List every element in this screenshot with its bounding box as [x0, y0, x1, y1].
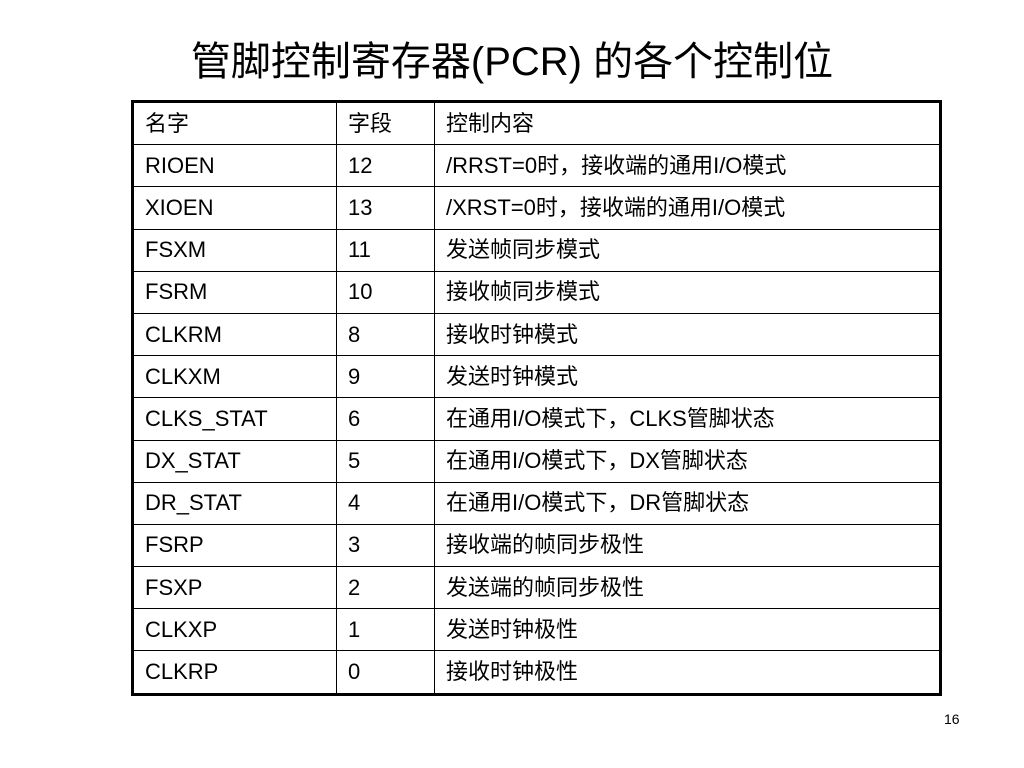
- description-cell: /RRST=0时，接收端的通用I/O模式: [434, 144, 941, 188]
- table-row: RIOEN 12/RRST=0时，接收端的通用I/O模式: [132, 144, 941, 188]
- name-cell: CLKXP: [132, 608, 337, 652]
- slide-title: 管脚控制寄存器(PCR) 的各个控制位: [190, 40, 834, 84]
- field-cell: 0: [336, 650, 435, 695]
- table-row: FSRM 10 接收帧同步模式: [132, 270, 941, 314]
- description-cell: 发送时钟极性: [434, 608, 941, 652]
- table-row: CLKS_STAT 6 在通用I/O模式下，CLKS管脚状态: [132, 397, 941, 441]
- field-cell: 8: [336, 312, 435, 357]
- table-row: CLKRP 0 接收时钟极性: [132, 650, 941, 695]
- name-cell: CLKXM: [132, 355, 337, 399]
- description-cell: 控制内容: [434, 100, 941, 146]
- field-cell: 5: [336, 439, 435, 483]
- field-cell: 1: [336, 608, 435, 652]
- description-cell: 发送端的帧同步极性: [434, 566, 941, 610]
- table-header-row: 名字 字段 控制内容: [132, 100, 941, 146]
- description-cell: 在通用I/O模式下，CLKS管脚状态: [434, 397, 941, 441]
- field-cell: 12: [336, 144, 435, 188]
- field-cell: 10: [336, 270, 435, 314]
- name-cell: DR_STAT: [132, 481, 337, 525]
- name-cell: CLKRP: [132, 650, 337, 695]
- name-cell: FSRP: [132, 523, 337, 568]
- description-cell: 接收时钟模式: [434, 312, 941, 357]
- table-row: CLKRM 8 接收时钟模式: [132, 312, 941, 357]
- table-row: FSXM 11 发送帧同步模式: [132, 228, 941, 272]
- description-cell: 接收帧同步模式: [434, 270, 941, 314]
- name-cell: CLKS_STAT: [132, 397, 337, 441]
- field-cell: 13: [336, 186, 435, 230]
- table-row: DR_STAT 4 在通用I/O模式下，DR管脚状态: [132, 481, 941, 525]
- name-cell: FSXM: [132, 228, 337, 272]
- field-cell: 4: [336, 481, 435, 525]
- field-cell: 2: [336, 566, 435, 610]
- description-cell: 接收端的帧同步极性: [434, 523, 941, 568]
- field-cell: 6: [336, 397, 435, 441]
- description-cell: /XRST=0时，接收端的通用I/O模式: [434, 186, 941, 230]
- name-cell: FSRM: [132, 270, 337, 314]
- table-row: CLKXM 9 发送时钟模式: [132, 355, 941, 399]
- field-cell: 字段: [336, 100, 435, 146]
- name-cell: DX_STAT: [132, 439, 337, 483]
- pcr-table: 名字 字段 控制内容 RIOEN 12/RRST=0时，接收端的通用I/O模式 XIOEN…: [131, 100, 942, 696]
- name-cell: 名字: [132, 100, 337, 146]
- name-cell: FSXP: [132, 566, 337, 610]
- name-cell: CLKRM: [132, 312, 337, 357]
- table-row: FSXP 2 发送端的帧同步极性: [132, 566, 941, 610]
- name-cell: RIOEN: [132, 144, 337, 188]
- description-cell: 在通用I/O模式下，DX管脚状态: [434, 439, 941, 483]
- field-cell: 9: [336, 355, 435, 399]
- description-cell: 发送帧同步模式: [434, 228, 941, 272]
- table-row: CLKXP 1 发送时钟极性: [132, 608, 941, 652]
- name-cell: XIOEN: [132, 186, 337, 230]
- description-cell: 发送时钟模式: [434, 355, 941, 399]
- description-cell: 接收时钟极性: [434, 650, 941, 695]
- field-cell: 3: [336, 523, 435, 568]
- table-row: DX_STAT 5 在通用I/O模式下，DX管脚状态: [132, 439, 941, 483]
- table-row: XIOEN 13/XRST=0时，接收端的通用I/O模式: [132, 186, 941, 230]
- field-cell: 11: [336, 228, 435, 272]
- table-row: FSRP 3 接收端的帧同步极性: [132, 523, 941, 568]
- page-number: 16: [944, 711, 960, 727]
- description-cell: 在通用I/O模式下，DR管脚状态: [434, 481, 941, 525]
